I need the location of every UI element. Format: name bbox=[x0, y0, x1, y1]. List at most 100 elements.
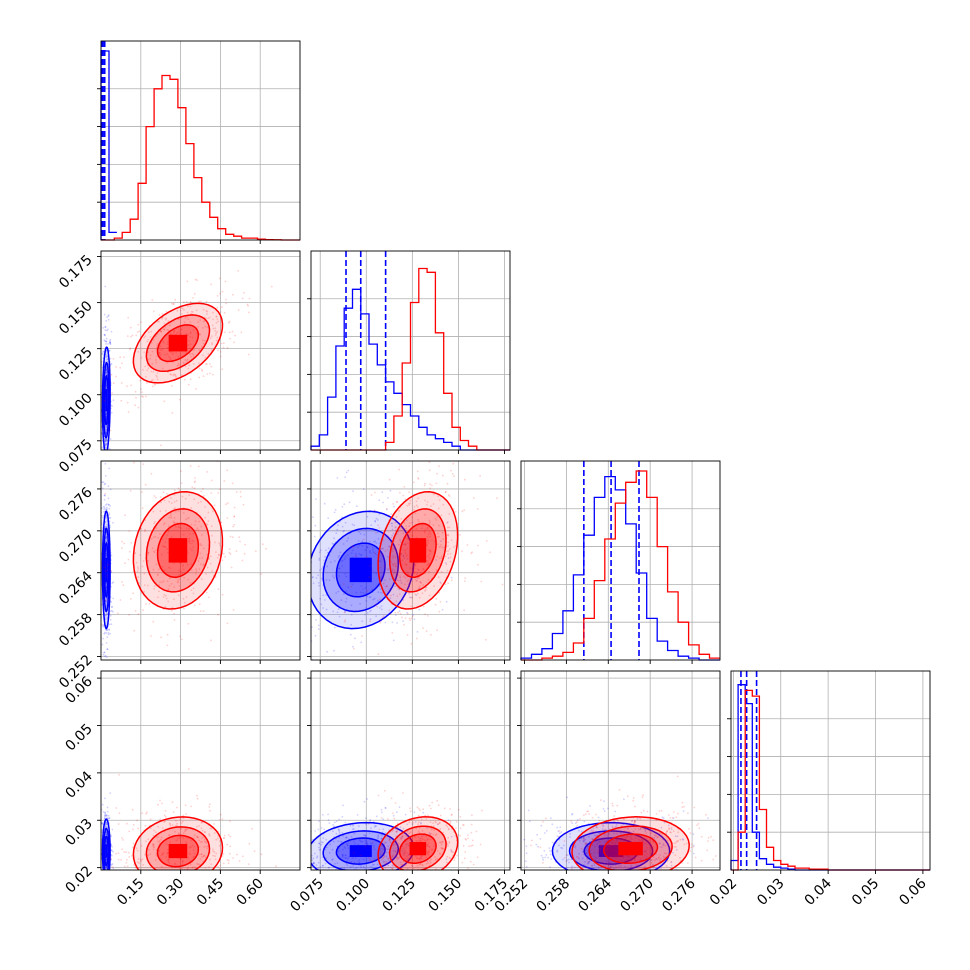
x-tick-label: 0.15 bbox=[114, 876, 147, 909]
contour-series_b bbox=[377, 491, 459, 610]
x-tick-label: 0.100 bbox=[333, 876, 373, 916]
x-tick-label: 0.06 bbox=[896, 875, 929, 908]
scatter-panel-1-2 bbox=[307, 460, 511, 664]
contour-series_a bbox=[335, 542, 386, 598]
panel-frame bbox=[310, 670, 511, 871]
contour-series_b bbox=[603, 833, 659, 865]
x-tick-label: 0.45 bbox=[194, 876, 227, 909]
contour-series_b bbox=[132, 816, 224, 870]
histogram-panel-3 bbox=[727, 670, 931, 874]
density-core-series_a bbox=[349, 557, 372, 583]
x-tick-label: 0.270 bbox=[617, 876, 657, 916]
contour-series_b bbox=[132, 491, 224, 610]
histogram-panel-0 bbox=[97, 40, 301, 244]
x-tick-label: 0.075 bbox=[287, 876, 327, 916]
y-tick-label: 0.150 bbox=[56, 298, 96, 338]
density-core-series_a bbox=[105, 844, 108, 858]
panel-frame bbox=[100, 670, 301, 871]
y-tick-label: 0.05 bbox=[62, 721, 95, 754]
density-core-series_b bbox=[409, 538, 427, 563]
x-tick-label: 0.03 bbox=[754, 876, 787, 909]
y-tick-label: 0.258 bbox=[56, 610, 96, 650]
contour-series_a bbox=[103, 835, 109, 867]
panel-frame bbox=[100, 250, 301, 451]
density-core-series_a bbox=[105, 557, 108, 583]
x-tick-label: 0.276 bbox=[659, 875, 699, 915]
histogram-series_b bbox=[731, 689, 930, 871]
panel-frame bbox=[730, 670, 931, 871]
x-tick-label: 0.264 bbox=[575, 875, 615, 915]
y-tick-label: 0.270 bbox=[56, 526, 96, 566]
x-tick-label: 0.258 bbox=[534, 876, 574, 916]
y-tick-label: 0.075 bbox=[56, 436, 96, 476]
density-core-series_a bbox=[598, 845, 624, 857]
y-tick-label: 0.175 bbox=[56, 252, 96, 292]
x-tick-label: 0.05 bbox=[849, 876, 882, 909]
contour-series_b bbox=[388, 825, 447, 870]
x-tick-label: 0.30 bbox=[154, 876, 187, 909]
y-tick-label: 0.276 bbox=[56, 484, 96, 524]
panel-frame bbox=[310, 460, 511, 661]
histogram-panel-1 bbox=[307, 250, 511, 454]
y-tick-label: 0.125 bbox=[56, 344, 96, 384]
contour-series_b bbox=[388, 508, 447, 593]
contour-series_a bbox=[583, 837, 639, 865]
panel-frame bbox=[100, 460, 301, 661]
panel-frame bbox=[100, 40, 301, 241]
contour-series_b bbox=[571, 816, 690, 870]
density-fill-series_b bbox=[133, 816, 223, 870]
contour-series_a bbox=[335, 837, 386, 865]
x-tick-label: 0.150 bbox=[426, 876, 466, 916]
y-tick-label: 0.02 bbox=[62, 863, 95, 896]
histogram-series_b bbox=[521, 470, 720, 661]
contour-series_b bbox=[398, 833, 437, 865]
panel-background bbox=[521, 461, 720, 660]
x-tick-label: 0.125 bbox=[380, 876, 420, 916]
contour-series_b bbox=[145, 314, 211, 373]
contour-series_b bbox=[156, 324, 200, 363]
density-core-series_a bbox=[349, 845, 372, 857]
panel-background bbox=[101, 41, 300, 240]
y-tick-label: 0.100 bbox=[56, 390, 96, 430]
density-core-series_b bbox=[168, 538, 188, 563]
contour-series_b bbox=[398, 522, 437, 578]
contour-series_b bbox=[145, 508, 211, 593]
histogram-series_b bbox=[101, 74, 300, 241]
contour-series_a bbox=[322, 527, 400, 613]
panel-frame bbox=[520, 460, 721, 661]
x-tick-label: 0.02 bbox=[707, 876, 740, 909]
contour-series_b bbox=[145, 826, 211, 870]
contour-series_a bbox=[102, 361, 110, 439]
histogram-series_b bbox=[311, 267, 510, 451]
y-tick-label: 0.264 bbox=[56, 568, 96, 608]
density-core-series_b bbox=[409, 842, 427, 856]
density-core-series_a bbox=[105, 389, 108, 412]
contour-series_a bbox=[101, 818, 111, 870]
contour-series_a bbox=[102, 527, 110, 613]
y-tick-label: 0.04 bbox=[62, 768, 95, 801]
panel-background bbox=[731, 671, 930, 870]
contour-series_b bbox=[156, 522, 200, 578]
contour-series_a bbox=[102, 827, 110, 870]
scatter-panel-2-3 bbox=[517, 670, 721, 874]
x-tick-label: 0.04 bbox=[802, 875, 835, 908]
contour-series_b bbox=[132, 302, 224, 384]
density-core-series_b bbox=[618, 842, 643, 856]
histogram-panel-2 bbox=[517, 460, 721, 664]
density-core-series_b bbox=[168, 334, 188, 352]
x-tick-label: 0.60 bbox=[234, 876, 267, 909]
scatter-panel-1-3 bbox=[307, 670, 511, 874]
contour-series_a bbox=[103, 374, 109, 426]
contour-series_a bbox=[103, 541, 109, 598]
contour-series_a bbox=[101, 510, 111, 630]
contour-series_b bbox=[156, 834, 200, 868]
scatter-panel-0-2 bbox=[97, 460, 301, 664]
density-core-series_b bbox=[168, 843, 188, 859]
histogram-series_a bbox=[520, 475, 720, 661]
contour-series_a bbox=[311, 510, 415, 630]
contour-series_b bbox=[377, 816, 459, 870]
panel-frame bbox=[520, 670, 721, 871]
contour-series_a bbox=[101, 346, 111, 450]
scatter-panel-0-1 bbox=[97, 250, 301, 454]
